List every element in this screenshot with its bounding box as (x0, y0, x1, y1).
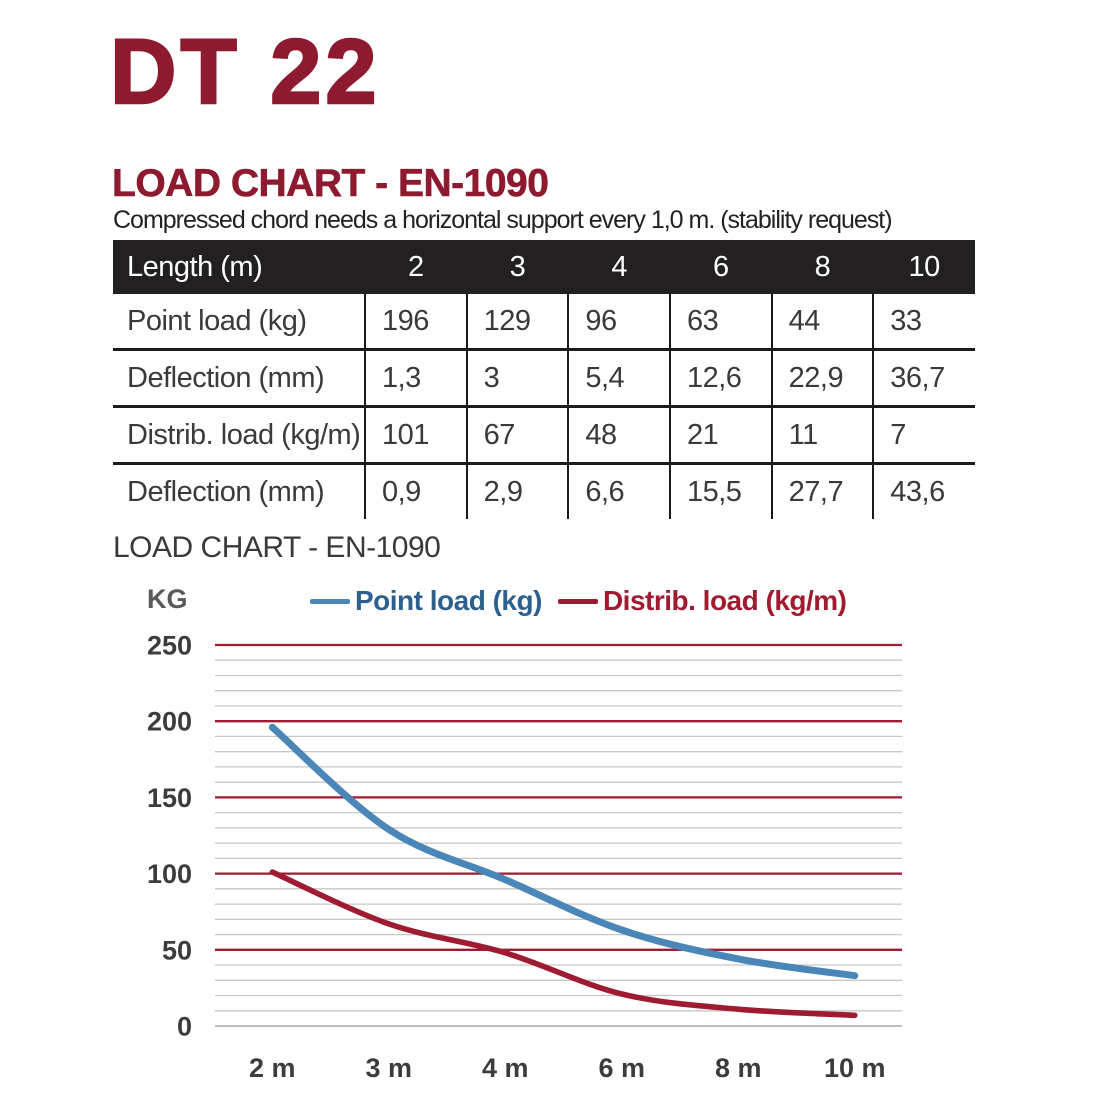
table-cell: 6,6 (567, 462, 670, 519)
series-line-point-load (268, 723, 859, 980)
y-tick-label: 150 (147, 783, 192, 813)
row-label: Deflection (mm) (113, 348, 365, 407)
table-cell: 67 (465, 405, 569, 464)
product-title: DT 22 (109, 20, 381, 124)
table-cell: 96 (567, 294, 670, 350)
table-cell: 196 (364, 294, 467, 350)
y-tick-label: 100 (147, 859, 192, 889)
table-cell: 11 (770, 405, 874, 464)
table-cell: 7 (872, 405, 975, 464)
length-column-header: 3 (466, 240, 569, 294)
series-line-distrib-load (269, 869, 858, 1019)
table-row: Point load (kg) 196 129 96 63 44 33 (113, 294, 975, 350)
table-cell: 101 (364, 405, 467, 464)
table-cell: 43,6 (872, 462, 975, 519)
y-tick-label: 50 (162, 935, 192, 965)
distrib-load-line-icon (557, 598, 598, 604)
table-cell: 27,7 (770, 462, 874, 519)
point-load-line-icon (310, 598, 350, 604)
load-table-body: Point load (kg) 196 129 96 63 44 33 Deflection … (113, 294, 975, 519)
chart-svg: 0 50 100 150 200 250 2 m 3 m 4 m 6 m 8 m 10 m (147, 630, 902, 1083)
row-label: Distrib. load (kg/m) (113, 405, 365, 464)
stability-note: Compressed chord needs a horizontal supp… (113, 206, 893, 234)
row-label: Deflection (mm) (113, 462, 365, 519)
legend-label-point-load: Point load (kg) (355, 585, 542, 616)
length-column-header: 10 (873, 240, 975, 294)
legend-label-distrib-load: Distrib. load (kg/m) (602, 585, 847, 616)
table-cell: 33 (872, 294, 975, 350)
length-column-header: 6 (669, 240, 772, 294)
length-column-header: 8 (771, 240, 874, 294)
x-tick-label: 10 m (824, 1053, 886, 1083)
load-table-header-row: Length (m) 2 3 4 6 8 10 (113, 240, 975, 294)
legend-item-point-load: Point load (kg) (310, 585, 542, 617)
table-cell: 0,9 (364, 462, 467, 519)
table-row: Deflection (mm) 1,3 3 5,4 12,6 22,9 36,7 (113, 348, 975, 407)
table-cell: 129 (465, 294, 569, 350)
length-header-cell: Length (m) (113, 240, 365, 294)
table-cell: 21 (668, 405, 772, 464)
table-cell: 48 (567, 405, 670, 464)
table-cell: 3 (465, 348, 569, 407)
chart-legend: Point load (kg) Distrib. load (kg/m) (310, 585, 847, 617)
length-column-header: 4 (568, 240, 670, 294)
table-cell: 1,3 (364, 348, 467, 407)
x-tick-label: 3 m (366, 1053, 413, 1083)
load-table: Length (m) 2 3 4 6 8 10 Point load (kg) 196 129… (113, 240, 975, 519)
row-label: Point load (kg) (113, 294, 365, 350)
y-tick-label: 250 (147, 630, 192, 660)
table-cell: 5,4 (567, 348, 670, 407)
length-column-header: 2 (365, 240, 467, 294)
table-cell: 2,9 (465, 462, 569, 519)
table-row: Distrib. load (kg/m) 101 67 48 21 11 7 (113, 405, 975, 464)
chart-section-title: LOAD CHART - EN-1090 (113, 531, 441, 564)
x-tick-label: 2 m (249, 1053, 296, 1083)
table-cell: 36,7 (872, 348, 975, 407)
y-axis-unit-label: KG (147, 584, 188, 614)
legend-item-distrib-load: Distrib. load (kg/m) (557, 585, 847, 617)
x-tick-label: 6 m (599, 1053, 646, 1083)
x-tick-label: 4 m (482, 1053, 529, 1083)
x-tick-label: 8 m (715, 1053, 762, 1083)
table-cell: 15,5 (668, 462, 772, 519)
table-cell: 22,9 (770, 348, 874, 407)
load-chart-heading: LOAD CHART - EN-1090 (112, 162, 549, 205)
table-cell: 44 (770, 294, 874, 350)
y-tick-label: 0 (177, 1011, 192, 1041)
y-tick-label: 200 (147, 707, 192, 737)
table-row: Deflection (mm) 0,9 2,9 6,6 15,5 27,7 43,6 (113, 462, 975, 519)
table-cell: 12,6 (668, 348, 772, 407)
table-cell: 63 (668, 294, 772, 350)
